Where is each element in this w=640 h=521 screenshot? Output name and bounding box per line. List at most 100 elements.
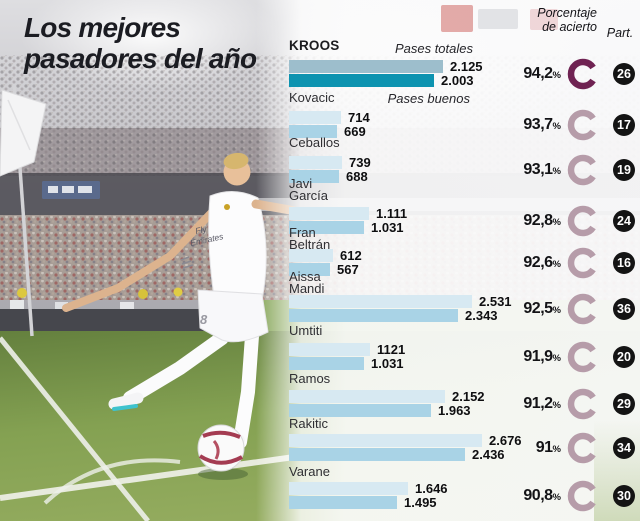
- matches-badge: 29: [613, 392, 635, 415]
- accuracy-value: 92,6%: [481, 252, 561, 273]
- matches-badge: 20: [613, 345, 635, 368]
- good-passes-value: 1.031: [371, 355, 404, 371]
- total-passes-value: 1121: [377, 342, 406, 357]
- accuracy-ring-icon: [567, 205, 596, 236]
- accuracy-ring-icon: [567, 58, 596, 89]
- total-passes-bar: [289, 207, 369, 220]
- matches-badge: 26: [613, 62, 635, 85]
- accuracy-ring-icon: [567, 432, 596, 463]
- good-passes-value: 2.003: [441, 72, 474, 88]
- scoreboard-ghost: [441, 5, 473, 32]
- total-passes-bar: [289, 111, 341, 124]
- good-passes-value: 1.495: [404, 494, 437, 510]
- good-passes-bar: [289, 74, 434, 87]
- page-title: Los mejores pasadores del año: [24, 12, 257, 74]
- good-passes-value: 567: [337, 261, 359, 277]
- accuracy-value: 92,8%: [481, 210, 561, 231]
- matches-header: Part.: [606, 26, 634, 40]
- good-passes-value: 1.031: [371, 219, 404, 235]
- good-passes-bar: [289, 357, 364, 370]
- total-passes-value: 2.531: [479, 294, 512, 309]
- matches-badge: 24: [613, 209, 635, 232]
- accuracy-ring-icon: [567, 293, 596, 324]
- accuracy-number: 92,8: [523, 212, 553, 229]
- accuracy-value: 90,8%: [481, 485, 561, 506]
- good-passes-bar: [289, 448, 465, 461]
- matches-badge: 34: [613, 436, 635, 459]
- matches-badge: 36: [613, 297, 635, 320]
- accuracy-number: 93,7: [523, 116, 553, 133]
- accuracy-ring-icon: [567, 109, 596, 140]
- total-passes-value: 739: [349, 155, 371, 170]
- accuracy-ring-icon: [567, 480, 596, 511]
- good-passes-bar: [289, 263, 330, 276]
- total-passes-bar: [289, 434, 482, 447]
- total-passes-bar: [289, 482, 408, 495]
- total-passes-value: 2.676: [489, 433, 522, 448]
- accuracy-header-line2: de acierto: [542, 19, 597, 34]
- good-passes-bar: [289, 404, 431, 417]
- accuracy-value: 91,2%: [481, 393, 561, 414]
- good-passes-value: 2.436: [472, 446, 505, 462]
- total-passes-value: 612: [340, 248, 362, 263]
- player-name: Ceballos: [289, 135, 340, 150]
- good-passes-bar: [289, 170, 339, 183]
- total-passes-bar: [289, 156, 342, 169]
- accuracy-value: 93,7%: [481, 114, 561, 135]
- accuracy-number: 91,9: [523, 348, 553, 365]
- accuracy-header-line1: Porcentaje: [537, 6, 597, 20]
- percent-sign: %: [552, 121, 561, 132]
- player-name: Ramos: [289, 371, 331, 386]
- total-passes-label: Pases totales: [394, 41, 473, 56]
- player-name: Varane: [289, 464, 330, 479]
- percent-sign: %: [552, 259, 561, 270]
- percent-sign: %: [552, 400, 561, 411]
- accuracy-value: 91%: [481, 437, 561, 458]
- player-name: Kovacic: [289, 90, 335, 105]
- accuracy-number: 92,6: [523, 254, 553, 271]
- matches-badge: 30: [613, 484, 635, 507]
- accuracy-header: Porcentaje de acierto: [537, 6, 597, 34]
- good-passes-bar: [289, 309, 458, 322]
- player-name: Umtiti: [289, 323, 323, 338]
- title-line2: pasadores del año: [24, 43, 257, 74]
- matches-badge: 16: [613, 251, 635, 274]
- percent-sign: %: [552, 166, 561, 177]
- percent-sign: %: [552, 353, 561, 364]
- accuracy-value: 91,9%: [481, 346, 561, 367]
- total-passes-value: 2.125: [450, 59, 483, 74]
- good-passes-bar: [289, 496, 397, 509]
- percent-sign: %: [552, 305, 561, 316]
- good-passes-value: 1.963: [438, 402, 471, 418]
- player-name: Rakitic: [289, 416, 329, 431]
- percent-sign: %: [552, 444, 561, 455]
- good-passes-bar: [289, 125, 337, 138]
- total-passes-value: 714: [348, 110, 370, 125]
- accuracy-number: 93,1: [523, 161, 553, 178]
- accuracy-number: 90,8: [523, 487, 553, 504]
- total-passes-value: 2.152: [452, 389, 485, 404]
- percent-sign: %: [552, 217, 561, 228]
- total-passes-value: 1.111: [376, 206, 408, 221]
- total-passes-bar: [289, 249, 333, 262]
- accuracy-value: 93,1%: [481, 159, 561, 180]
- player-name: Aissa Mandi: [289, 269, 325, 296]
- accuracy-number: 91: [535, 439, 553, 456]
- good-passes-bar: [289, 221, 364, 234]
- percent-sign: %: [552, 70, 561, 81]
- percent-sign: %: [552, 492, 561, 503]
- accuracy-ring-icon: [567, 341, 596, 372]
- total-passes-value: 1.646: [415, 481, 448, 496]
- accuracy-number: 94,2: [523, 65, 553, 82]
- player-name: Fran Beltrán: [289, 225, 331, 252]
- grass-ghost: [594, 420, 640, 521]
- good-passes-value: 669: [344, 123, 366, 139]
- accuracy-ring-icon: [567, 247, 596, 278]
- total-passes-bar: [289, 295, 472, 308]
- accuracy-ring-icon: [567, 388, 596, 419]
- good-passes-label: Pases buenos: [387, 91, 470, 106]
- accuracy-number: 92,5: [523, 300, 553, 317]
- accuracy-value: 94,2%: [481, 63, 561, 84]
- accuracy-number: 91,2: [523, 395, 553, 412]
